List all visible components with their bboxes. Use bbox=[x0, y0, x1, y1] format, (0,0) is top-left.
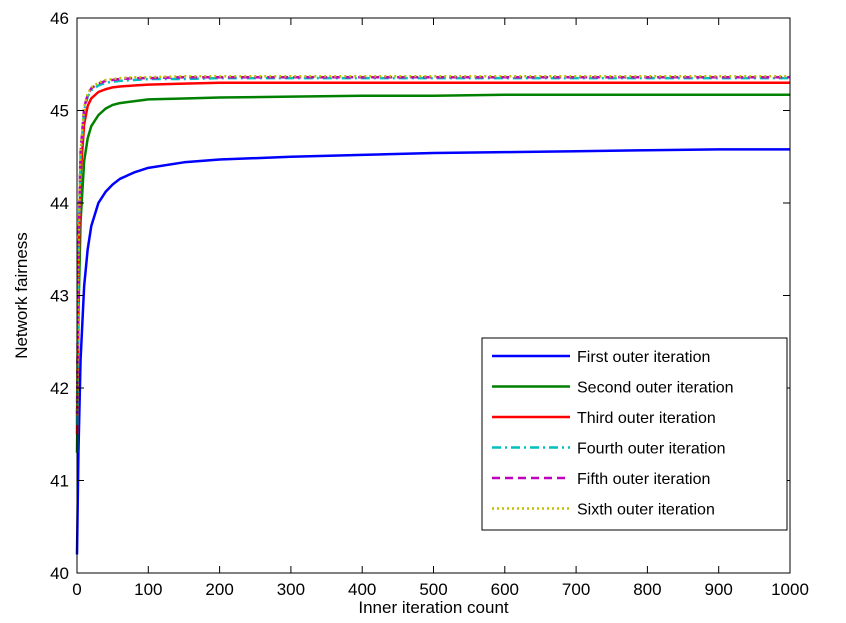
y-tick-label: 41 bbox=[50, 472, 69, 491]
legend-label-3: Third outer iteration bbox=[577, 410, 716, 427]
x-tick-label: 100 bbox=[134, 580, 162, 599]
series-line-3 bbox=[75, 81, 790, 435]
x-axis-title: Inner iteration count bbox=[358, 598, 509, 617]
y-tick-label: 40 bbox=[50, 564, 69, 583]
series-layer bbox=[75, 75, 790, 555]
x-tick-label: 300 bbox=[277, 580, 305, 599]
y-tick-label: 42 bbox=[50, 379, 69, 398]
x-tick-label: 500 bbox=[419, 580, 447, 599]
x-tick-label: 800 bbox=[633, 580, 661, 599]
x-tick-label: 0 bbox=[72, 580, 81, 599]
y-axis-title: Network fairness bbox=[12, 232, 31, 359]
y-tick-label: 44 bbox=[50, 194, 69, 213]
legend-label-1: First outer iteration bbox=[577, 349, 710, 366]
x-tick-label: 200 bbox=[205, 580, 233, 599]
legend: First outer iteration Second outer iterat… bbox=[481, 337, 788, 531]
x-tick-label: 600 bbox=[491, 580, 519, 599]
series-line-6 bbox=[75, 75, 790, 416]
legend-label-2: Second outer iteration bbox=[577, 380, 734, 397]
x-tick-label: 1000 bbox=[771, 580, 809, 599]
legend-label-4: Fourth outer iteration bbox=[577, 441, 726, 458]
legend-label-6: Sixth outer iteration bbox=[577, 502, 715, 519]
legend-label-5: Fifth outer iteration bbox=[577, 471, 710, 488]
series-line-2 bbox=[75, 93, 790, 453]
x-tick-label: 900 bbox=[705, 580, 733, 599]
ticks-layer: 0 100 200 300 400 500 600 700 800 900 1000 40 41 42 43… bbox=[50, 9, 809, 599]
x-tick-label: 400 bbox=[348, 580, 376, 599]
y-tick-label: 43 bbox=[50, 287, 69, 306]
series-line-1 bbox=[75, 148, 790, 555]
y-tick-label: 46 bbox=[50, 9, 69, 28]
legend-box bbox=[481, 337, 788, 531]
x-tick-label: 700 bbox=[562, 580, 590, 599]
y-tick-label: 45 bbox=[50, 102, 69, 121]
